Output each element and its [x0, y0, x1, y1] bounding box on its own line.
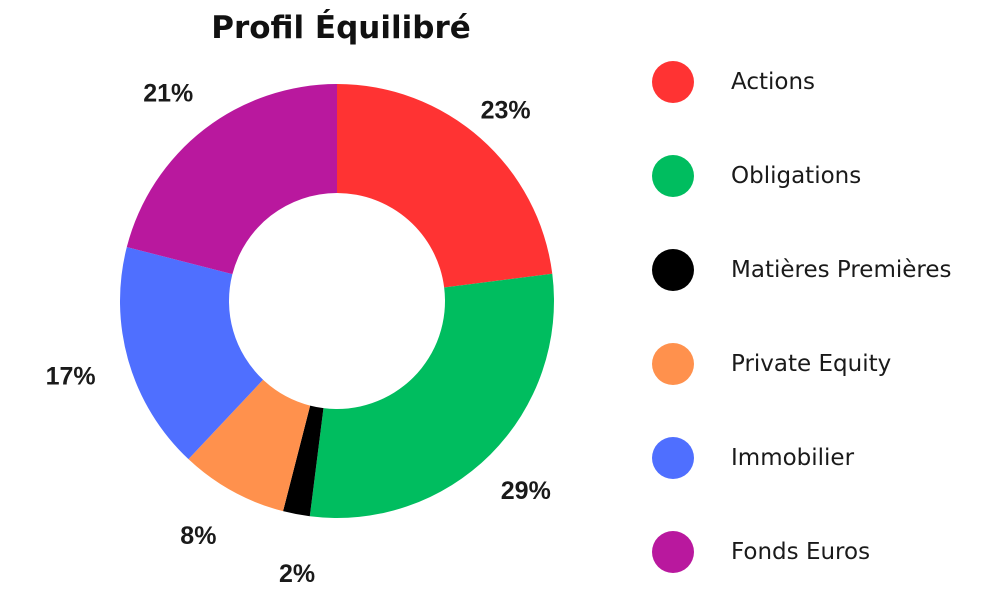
pct-label-fonds-euros: 21% [143, 79, 193, 107]
pct-label-obligations: 29% [501, 477, 551, 505]
legend-swatch [652, 531, 694, 573]
legend-item-private-equity: Private Equity [652, 317, 952, 411]
donut-slices [120, 84, 554, 519]
pct-label-private-equity: 8% [180, 522, 216, 550]
legend-item-obligations: Obligations [652, 129, 952, 223]
legend-label: Actions [731, 69, 816, 95]
slice-obligations [309, 273, 554, 519]
chart-title: Profil Équilibré [211, 10, 471, 46]
pct-label-immobilier: 17% [46, 362, 96, 390]
slice-fonds-euros [126, 84, 338, 275]
legend-label: Fonds Euros [731, 539, 871, 565]
legend-swatch [652, 249, 694, 291]
slice-immobilier [120, 247, 264, 460]
legend-item-fonds-euros: Fonds Euros [652, 505, 952, 599]
legend: Actions Obligations Matières Premières Priv… [652, 35, 952, 599]
slice-actions [337, 84, 553, 288]
percent-labels: 23% 29% 2% 8% 17% 21% [46, 79, 551, 588]
legend-item-immobilier: Immobilier [652, 411, 952, 505]
legend-swatch [652, 61, 694, 103]
pct-label-mati-res-premi-res: 2% [279, 560, 315, 588]
legend-swatch [652, 343, 694, 385]
legend-label: Matières Premières [731, 257, 952, 283]
legend-label: Private Equity [731, 351, 892, 377]
slice-private-equity [188, 379, 311, 512]
legend-item-actions: Actions [652, 35, 952, 129]
legend-label: Obligations [731, 163, 862, 189]
legend-swatch [652, 437, 694, 479]
legend-label: Immobilier [731, 445, 855, 471]
pct-label-actions: 23% [481, 97, 531, 125]
legend-item-mati-res-premi-res: Matières Premières [652, 223, 952, 317]
legend-swatch [652, 155, 694, 197]
slice-mati-res-premi-res [283, 405, 324, 517]
